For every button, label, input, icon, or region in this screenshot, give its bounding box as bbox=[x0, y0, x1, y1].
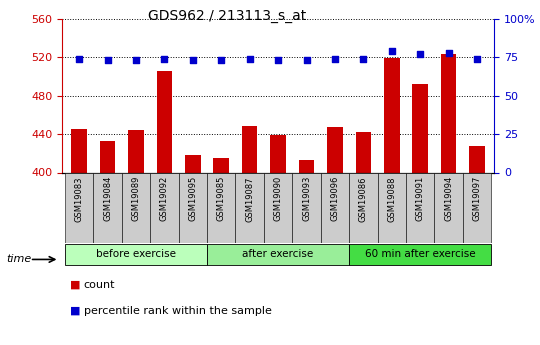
FancyBboxPatch shape bbox=[434, 172, 463, 243]
Point bbox=[217, 58, 226, 63]
FancyBboxPatch shape bbox=[349, 244, 491, 265]
FancyBboxPatch shape bbox=[264, 172, 292, 243]
Point bbox=[359, 56, 368, 62]
Text: before exercise: before exercise bbox=[96, 249, 176, 259]
Bar bbox=[213, 158, 229, 345]
Text: after exercise: after exercise bbox=[242, 249, 314, 259]
Text: GSM19097: GSM19097 bbox=[472, 176, 482, 221]
Point bbox=[444, 50, 453, 56]
Point bbox=[132, 58, 140, 63]
Bar bbox=[384, 58, 400, 345]
FancyBboxPatch shape bbox=[292, 172, 321, 243]
FancyBboxPatch shape bbox=[463, 172, 491, 243]
Point bbox=[103, 58, 112, 63]
Text: GSM19085: GSM19085 bbox=[217, 176, 226, 221]
FancyBboxPatch shape bbox=[207, 172, 235, 243]
Text: GDS962 / 213113_s_at: GDS962 / 213113_s_at bbox=[147, 9, 306, 23]
Point bbox=[274, 58, 282, 63]
Text: time: time bbox=[6, 255, 32, 264]
Point bbox=[188, 58, 197, 63]
Point bbox=[472, 56, 481, 62]
Bar bbox=[355, 132, 371, 345]
Bar bbox=[299, 160, 314, 345]
FancyBboxPatch shape bbox=[235, 172, 264, 243]
Text: GSM19084: GSM19084 bbox=[103, 176, 112, 221]
FancyBboxPatch shape bbox=[406, 172, 434, 243]
Bar bbox=[128, 130, 144, 345]
Point bbox=[388, 48, 396, 54]
Text: GSM19090: GSM19090 bbox=[274, 176, 282, 221]
Point bbox=[245, 56, 254, 62]
Bar bbox=[413, 84, 428, 345]
Bar bbox=[242, 126, 258, 345]
Text: GSM19091: GSM19091 bbox=[416, 176, 424, 221]
FancyBboxPatch shape bbox=[207, 244, 349, 265]
FancyBboxPatch shape bbox=[122, 172, 150, 243]
Bar bbox=[441, 53, 456, 345]
Point bbox=[330, 56, 339, 62]
Text: GSM19087: GSM19087 bbox=[245, 176, 254, 221]
Bar bbox=[185, 155, 201, 345]
Text: GSM19089: GSM19089 bbox=[132, 176, 140, 221]
FancyBboxPatch shape bbox=[65, 172, 93, 243]
Point bbox=[75, 56, 84, 62]
Text: GSM19088: GSM19088 bbox=[387, 176, 396, 221]
Text: GSM19083: GSM19083 bbox=[75, 176, 84, 221]
Bar bbox=[100, 141, 116, 345]
Point bbox=[302, 58, 311, 63]
Text: count: count bbox=[84, 280, 115, 289]
Text: GSM19086: GSM19086 bbox=[359, 176, 368, 221]
Bar bbox=[271, 135, 286, 345]
Text: GSM19093: GSM19093 bbox=[302, 176, 311, 221]
Text: GSM19096: GSM19096 bbox=[330, 176, 340, 221]
Text: GSM19094: GSM19094 bbox=[444, 176, 453, 221]
Point bbox=[160, 56, 168, 62]
Bar bbox=[327, 127, 343, 345]
Text: 60 min after exercise: 60 min after exercise bbox=[365, 249, 476, 259]
Bar bbox=[469, 146, 485, 345]
FancyBboxPatch shape bbox=[93, 172, 122, 243]
Text: GSM19092: GSM19092 bbox=[160, 176, 169, 221]
Text: percentile rank within the sample: percentile rank within the sample bbox=[84, 306, 272, 315]
FancyBboxPatch shape bbox=[349, 172, 377, 243]
Bar bbox=[71, 129, 87, 345]
Text: ■: ■ bbox=[70, 280, 80, 289]
Bar bbox=[157, 71, 172, 345]
FancyBboxPatch shape bbox=[150, 172, 179, 243]
FancyBboxPatch shape bbox=[65, 244, 207, 265]
Text: ■: ■ bbox=[70, 306, 80, 315]
FancyBboxPatch shape bbox=[377, 172, 406, 243]
Text: GSM19095: GSM19095 bbox=[188, 176, 197, 221]
FancyBboxPatch shape bbox=[321, 172, 349, 243]
Point bbox=[416, 51, 424, 57]
FancyBboxPatch shape bbox=[179, 172, 207, 243]
